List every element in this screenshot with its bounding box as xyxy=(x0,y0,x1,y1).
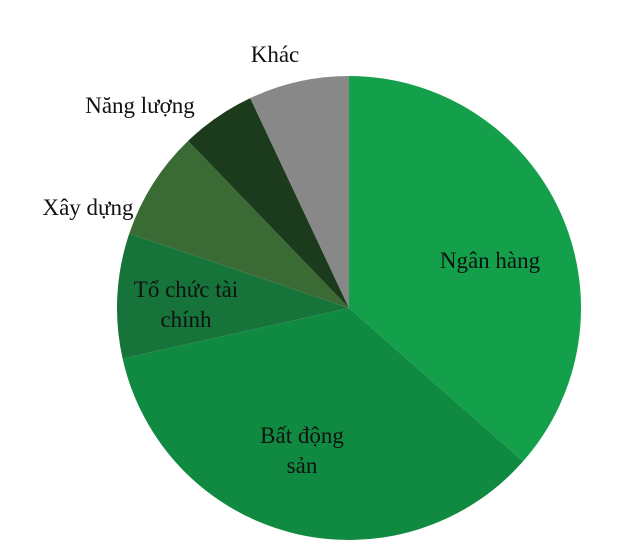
slice-label-line: Tổ chức tài xyxy=(134,277,238,302)
slice-label-line: Ngân hàng xyxy=(440,248,541,273)
pie-slice-1 xyxy=(122,308,524,540)
slice-label-2: Tổ chức tài chính xyxy=(134,277,238,332)
slice-label-line: Bất động xyxy=(260,423,344,448)
slice-label-3: Xây dựng xyxy=(42,195,134,220)
slice-label-1: Bất động sản xyxy=(260,423,344,478)
pie-slice-2 xyxy=(117,233,349,359)
pie-slice-4 xyxy=(188,98,349,308)
slice-label-line: chính xyxy=(160,307,212,332)
slice-label-4: Năng lượng xyxy=(85,93,195,118)
slice-label-line: Khác xyxy=(251,42,300,67)
slice-label-line: Xây dựng xyxy=(42,195,134,220)
slice-label-0: Ngân hàng xyxy=(440,248,541,273)
pie-slice-0 xyxy=(349,76,581,462)
pie-slice-5 xyxy=(250,76,349,308)
pie-slice-3 xyxy=(129,140,349,308)
slice-label-line: Năng lượng xyxy=(85,93,195,118)
slice-label-5: Khác xyxy=(251,42,300,67)
slice-label-line: sản xyxy=(287,453,318,478)
